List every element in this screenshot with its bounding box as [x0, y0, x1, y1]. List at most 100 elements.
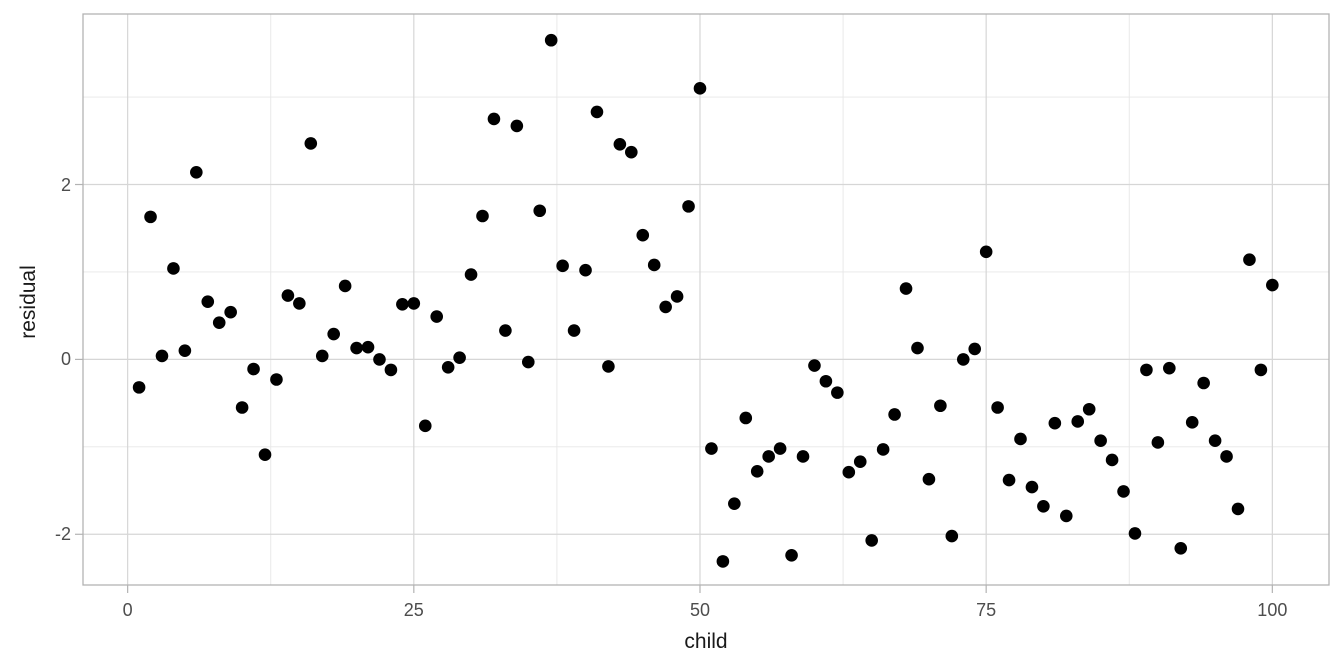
data-point: [968, 342, 982, 356]
data-point: [338, 279, 352, 293]
data-point: [602, 360, 615, 373]
data-point: [1014, 432, 1027, 446]
x-tick-label: 25: [403, 600, 424, 620]
data-point: [670, 290, 684, 303]
data-point: [361, 340, 375, 354]
data-point: [1037, 500, 1050, 513]
data-point: [1163, 361, 1176, 375]
data-point: [853, 455, 867, 469]
data-point: [636, 228, 650, 242]
x-tick-label: 50: [689, 600, 710, 620]
data-point: [132, 381, 146, 394]
data-point: [327, 327, 340, 341]
data-point: [453, 351, 466, 364]
data-point: [579, 263, 592, 277]
data-point: [682, 200, 695, 213]
data-point: [1059, 509, 1073, 523]
data-point: [235, 401, 249, 414]
data-point: [716, 555, 730, 568]
data-point: [613, 137, 627, 151]
data-point: [304, 137, 318, 150]
data-point: [567, 324, 581, 337]
data-point: [293, 297, 306, 310]
data-point: [544, 33, 558, 47]
data-point: [590, 105, 604, 119]
data-point: [144, 210, 157, 224]
data-point: [750, 465, 764, 478]
data-point: [1151, 436, 1165, 449]
data-point: [1174, 541, 1188, 555]
data-point: [396, 298, 409, 311]
data-point: [1082, 402, 1096, 416]
x-axis-title: child: [684, 630, 728, 653]
data-point: [625, 145, 638, 159]
data-point: [350, 341, 363, 355]
data-point: [991, 401, 1004, 414]
data-point: [315, 349, 329, 363]
data-point: [865, 534, 878, 547]
data-point: [705, 442, 718, 455]
data-point: [876, 443, 890, 456]
x-tick-label: 100: [1257, 600, 1288, 620]
data-point: [258, 448, 272, 462]
data-point: [178, 344, 192, 357]
data-point: [373, 353, 386, 366]
data-point: [464, 268, 478, 281]
data-point: [224, 305, 237, 319]
data-point: [819, 374, 833, 388]
data-point: [1117, 485, 1130, 498]
data-point: [785, 548, 798, 562]
data-point: [281, 289, 295, 302]
data-point: [739, 411, 753, 425]
data-point: [1140, 363, 1153, 377]
data-point: [270, 373, 283, 386]
data-point: [1231, 502, 1245, 516]
x-tick-label: 75: [976, 600, 997, 620]
data-point: [1185, 416, 1199, 429]
data-point: [911, 341, 924, 355]
data-point: [888, 408, 901, 421]
data-point: [945, 529, 959, 543]
data-point: [476, 209, 489, 223]
data-point: [167, 262, 180, 275]
data-point: [1025, 480, 1039, 494]
data-point: [487, 112, 501, 126]
y-tick-label: 0: [60, 349, 71, 370]
data-point: [247, 362, 260, 376]
data-point: [796, 450, 810, 463]
data-point: [155, 349, 169, 363]
data-point: [659, 300, 672, 314]
data-point: [430, 310, 444, 323]
data-point: [773, 442, 787, 455]
plot-panel: [83, 14, 1329, 585]
data-point: [510, 119, 524, 133]
data-point: [762, 450, 775, 463]
data-point: [521, 355, 535, 369]
data-point: [693, 82, 707, 95]
data-point: [1220, 450, 1233, 463]
data-point: [384, 363, 398, 377]
panel-border: [82, 13, 1330, 586]
x-tick-label: 0: [122, 600, 133, 620]
data-point: [212, 316, 226, 329]
data-point: [556, 259, 569, 273]
y-tick-label: -2: [54, 524, 71, 545]
data-point: [190, 165, 203, 179]
data-point: [499, 324, 512, 337]
data-point: [1105, 453, 1119, 467]
data-point: [728, 497, 741, 510]
data-point: [441, 360, 455, 374]
data-point: [647, 258, 661, 272]
data-point: [1071, 415, 1085, 428]
data-point: [808, 359, 821, 372]
data-point: [1266, 278, 1279, 292]
data-point: [418, 419, 432, 433]
data-point: [1197, 376, 1210, 390]
data-point: [1048, 416, 1062, 430]
data-point: [922, 472, 936, 486]
y-axis-title: residual: [17, 265, 40, 339]
data-point: [1002, 473, 1016, 487]
data-point: [1208, 434, 1222, 448]
data-point: [201, 295, 215, 308]
